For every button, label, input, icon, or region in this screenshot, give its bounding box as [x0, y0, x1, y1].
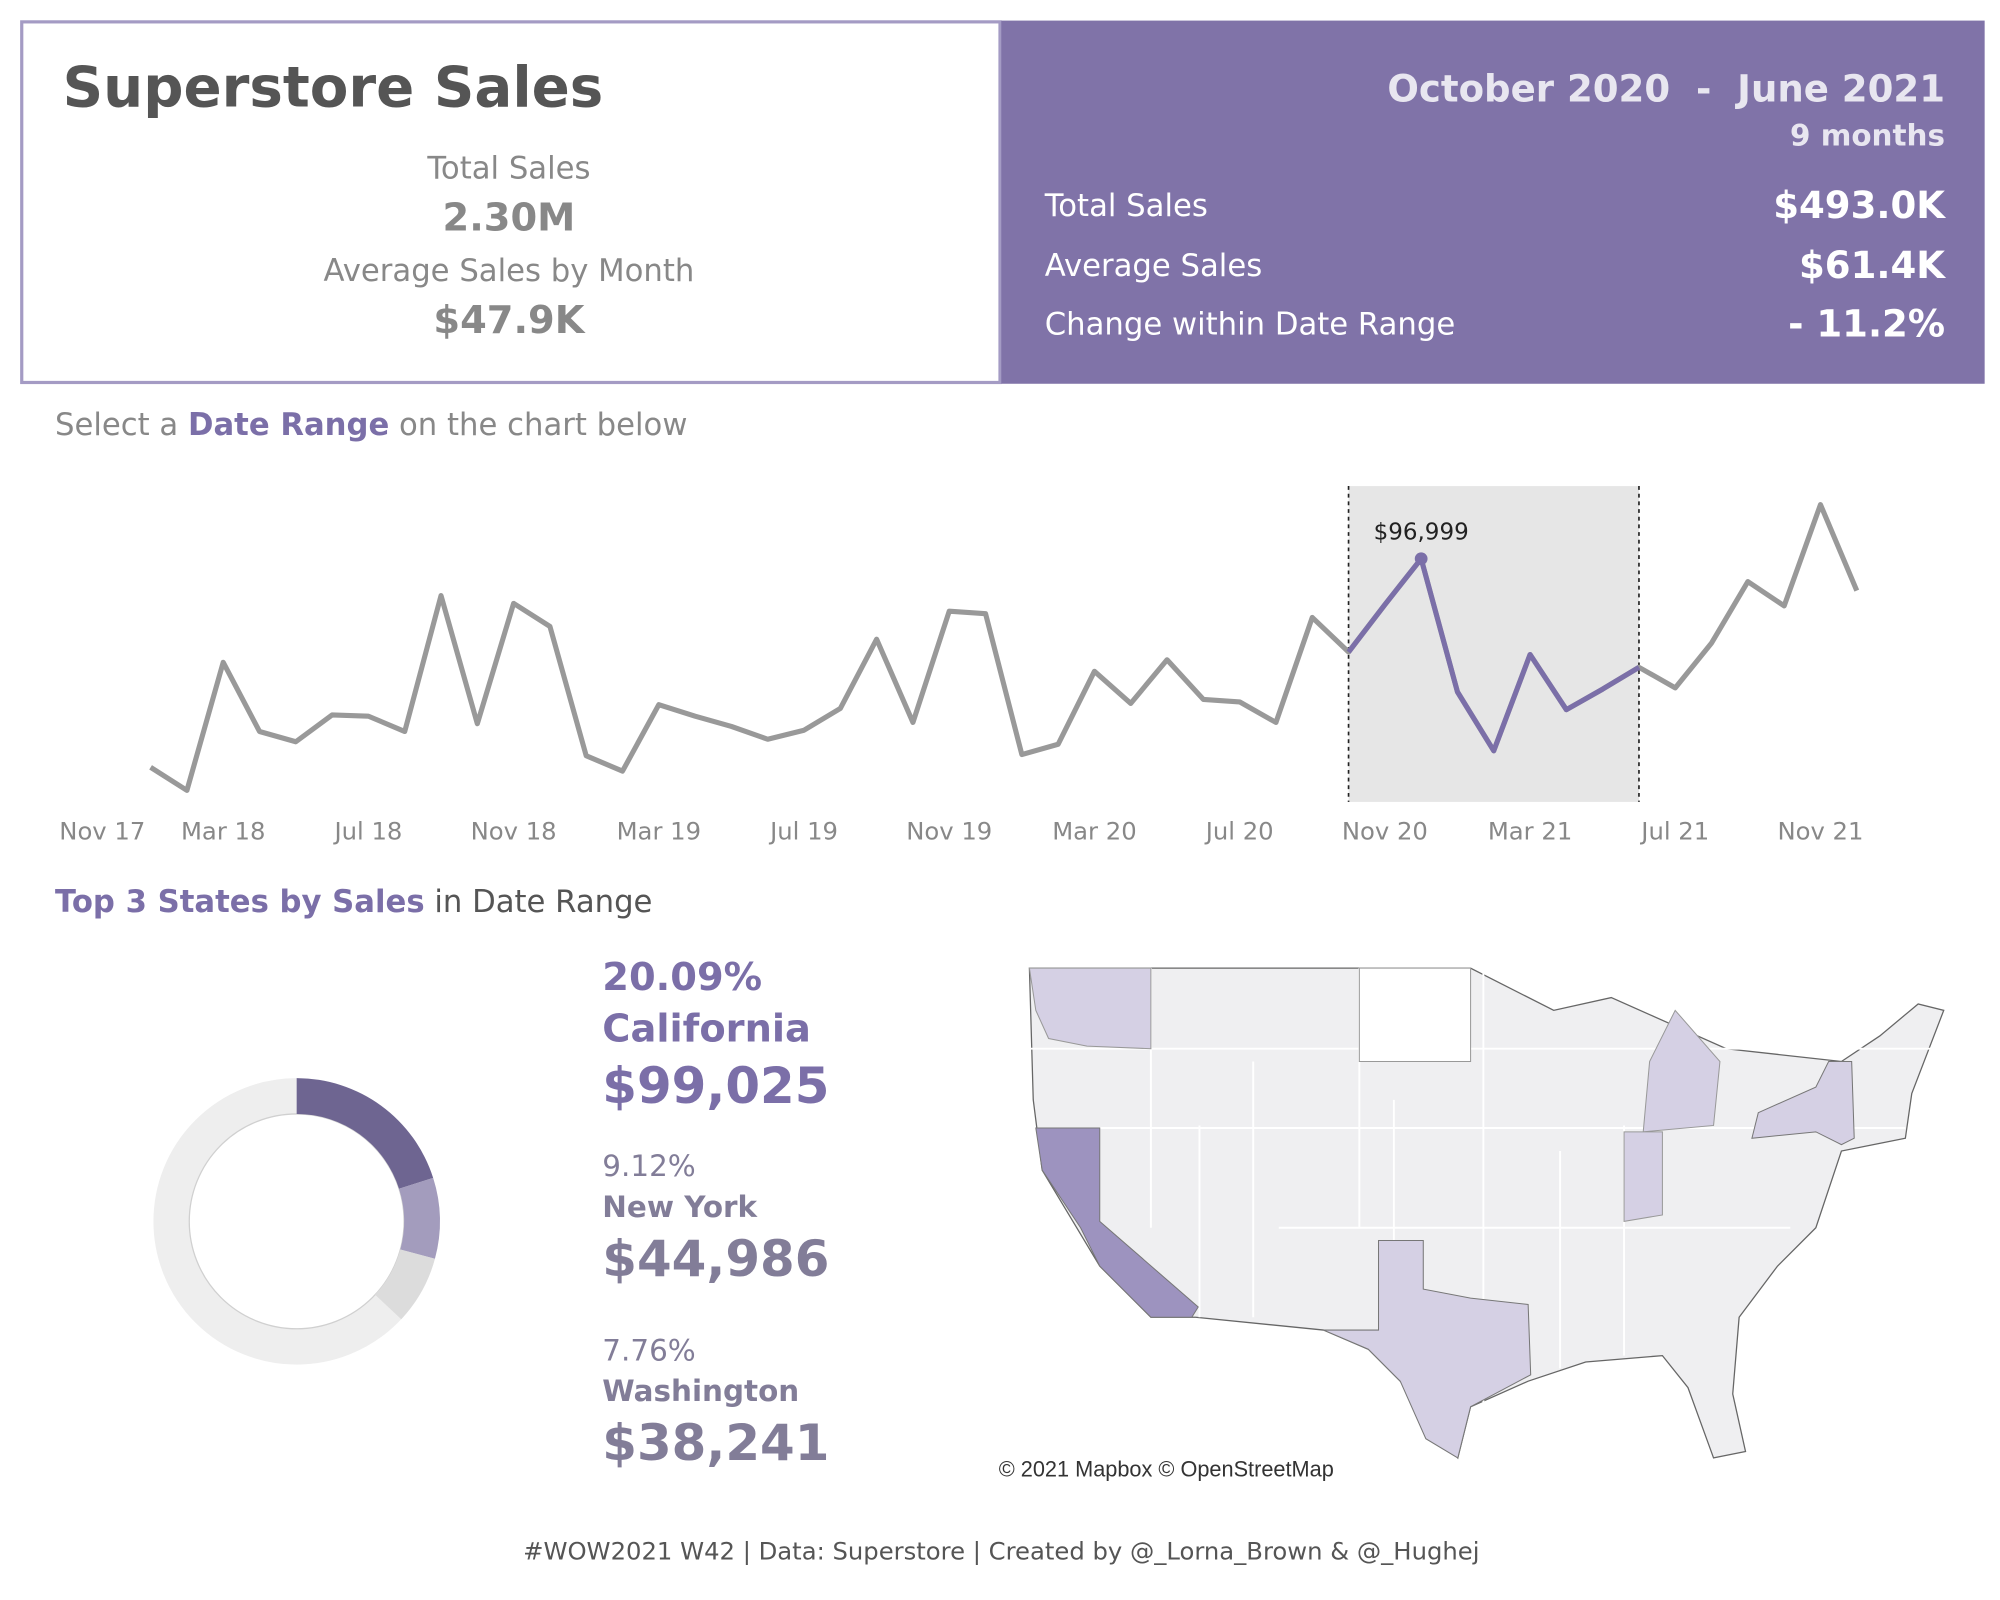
state-name: Washington: [602, 1374, 799, 1408]
summary-value: - 11.2%: [1788, 303, 1945, 346]
map: © 2021 Mapbox © OpenStreetMap: [992, 967, 1957, 1487]
donut-segment: [375, 1249, 435, 1320]
state-texas: [1323, 1240, 1532, 1459]
total-label: Total Sales: [426, 152, 590, 187]
map-attribution: © 2021 Mapbox © OpenStreetMap: [999, 1456, 1334, 1481]
donut-segment: [399, 1177, 440, 1259]
summary-value: $61.4K: [1799, 244, 1946, 287]
data-label: $96,999: [1374, 520, 1469, 546]
x-tick-label: Mar 18: [181, 817, 265, 846]
point: [1414, 552, 1428, 566]
summary-label: Change within Date Range: [1045, 308, 1455, 343]
donut-segment: [296, 1078, 434, 1189]
avg-label: Average Sales by Month: [324, 254, 695, 289]
title: Superstore Sales: [63, 56, 604, 121]
state-washington: [1028, 967, 1152, 1050]
instruction-text: Select a: [55, 407, 188, 442]
attribution-bg: [992, 1455, 1348, 1487]
state-name: New York: [602, 1190, 758, 1224]
x-tick-label: Nov 21: [1777, 817, 1863, 846]
x-tick-label: Mar 19: [617, 817, 701, 846]
x-tick-label: Nov 17: [59, 817, 145, 846]
line-chart[interactable]: Nov 17 Mar 18 Jul 18 Nov 18 Mar 19 Jul 19 Nov …: [59, 486, 1863, 846]
state-share: 20.09%: [602, 955, 762, 1000]
footer: #WOW2021 W42 | Data: Superstore | Create…: [523, 1537, 1479, 1566]
donut-chart: 20.09% California $99,025 9.12% New York $44,…: [153, 955, 829, 1472]
summary-value: $493.0K: [1773, 184, 1946, 227]
state: [1358, 967, 1472, 1063]
avg-value: $47.9K: [433, 298, 585, 343]
x-tick-label: Nov 20: [1342, 817, 1428, 846]
months: 9 months: [1790, 118, 1945, 152]
summary-label: Total Sales: [1044, 189, 1208, 224]
state-sales: $44,986: [602, 1230, 829, 1288]
section-title-text: in Date Range: [425, 884, 653, 919]
summary-label: Average Sales: [1045, 249, 1262, 284]
selected-line: [1346, 556, 1641, 754]
x-tick-label: Jul 21: [1639, 817, 1709, 846]
header-box: [20, 20, 1002, 385]
state-sales: $99,025: [602, 1057, 829, 1115]
state-california: [1035, 1127, 1199, 1318]
state-michigan: [1642, 1009, 1721, 1133]
section-title: Top 3 States by Sales in Date Range: [55, 884, 652, 919]
state-share: 7.76%: [602, 1333, 695, 1367]
summary-box: [1001, 20, 1985, 384]
donut-inner: [188, 1113, 405, 1330]
state-share: 9.12%: [602, 1149, 695, 1183]
section-title-highlight: Top 3 States by Sales: [55, 884, 425, 919]
state-borders: [1029, 968, 1957, 1407]
x-tick-label: Jul 18: [332, 817, 402, 846]
x-tick-label: Jul 19: [768, 817, 838, 846]
instruction-highlight: Date Range: [188, 407, 389, 442]
x-tick-label: Mar 21: [1488, 817, 1572, 846]
total-value: 2.30M: [443, 196, 576, 241]
x-tick-label: Jul 20: [1204, 817, 1274, 846]
x-tick-label: Nov 18: [471, 817, 557, 846]
x-tick-label: Mar 20: [1052, 817, 1136, 846]
instruction: Select a Date Range on the chart below: [55, 407, 687, 442]
state-sales: $38,241: [602, 1414, 829, 1472]
instruction-text: on the chart below: [389, 407, 687, 442]
state-new-york: [1751, 1060, 1855, 1146]
state-name: California: [602, 1006, 811, 1051]
state-indiana: [1623, 1131, 1663, 1222]
range: October 2020 - June 2021: [1387, 67, 1945, 110]
x-tick-label: Nov 19: [906, 817, 992, 846]
